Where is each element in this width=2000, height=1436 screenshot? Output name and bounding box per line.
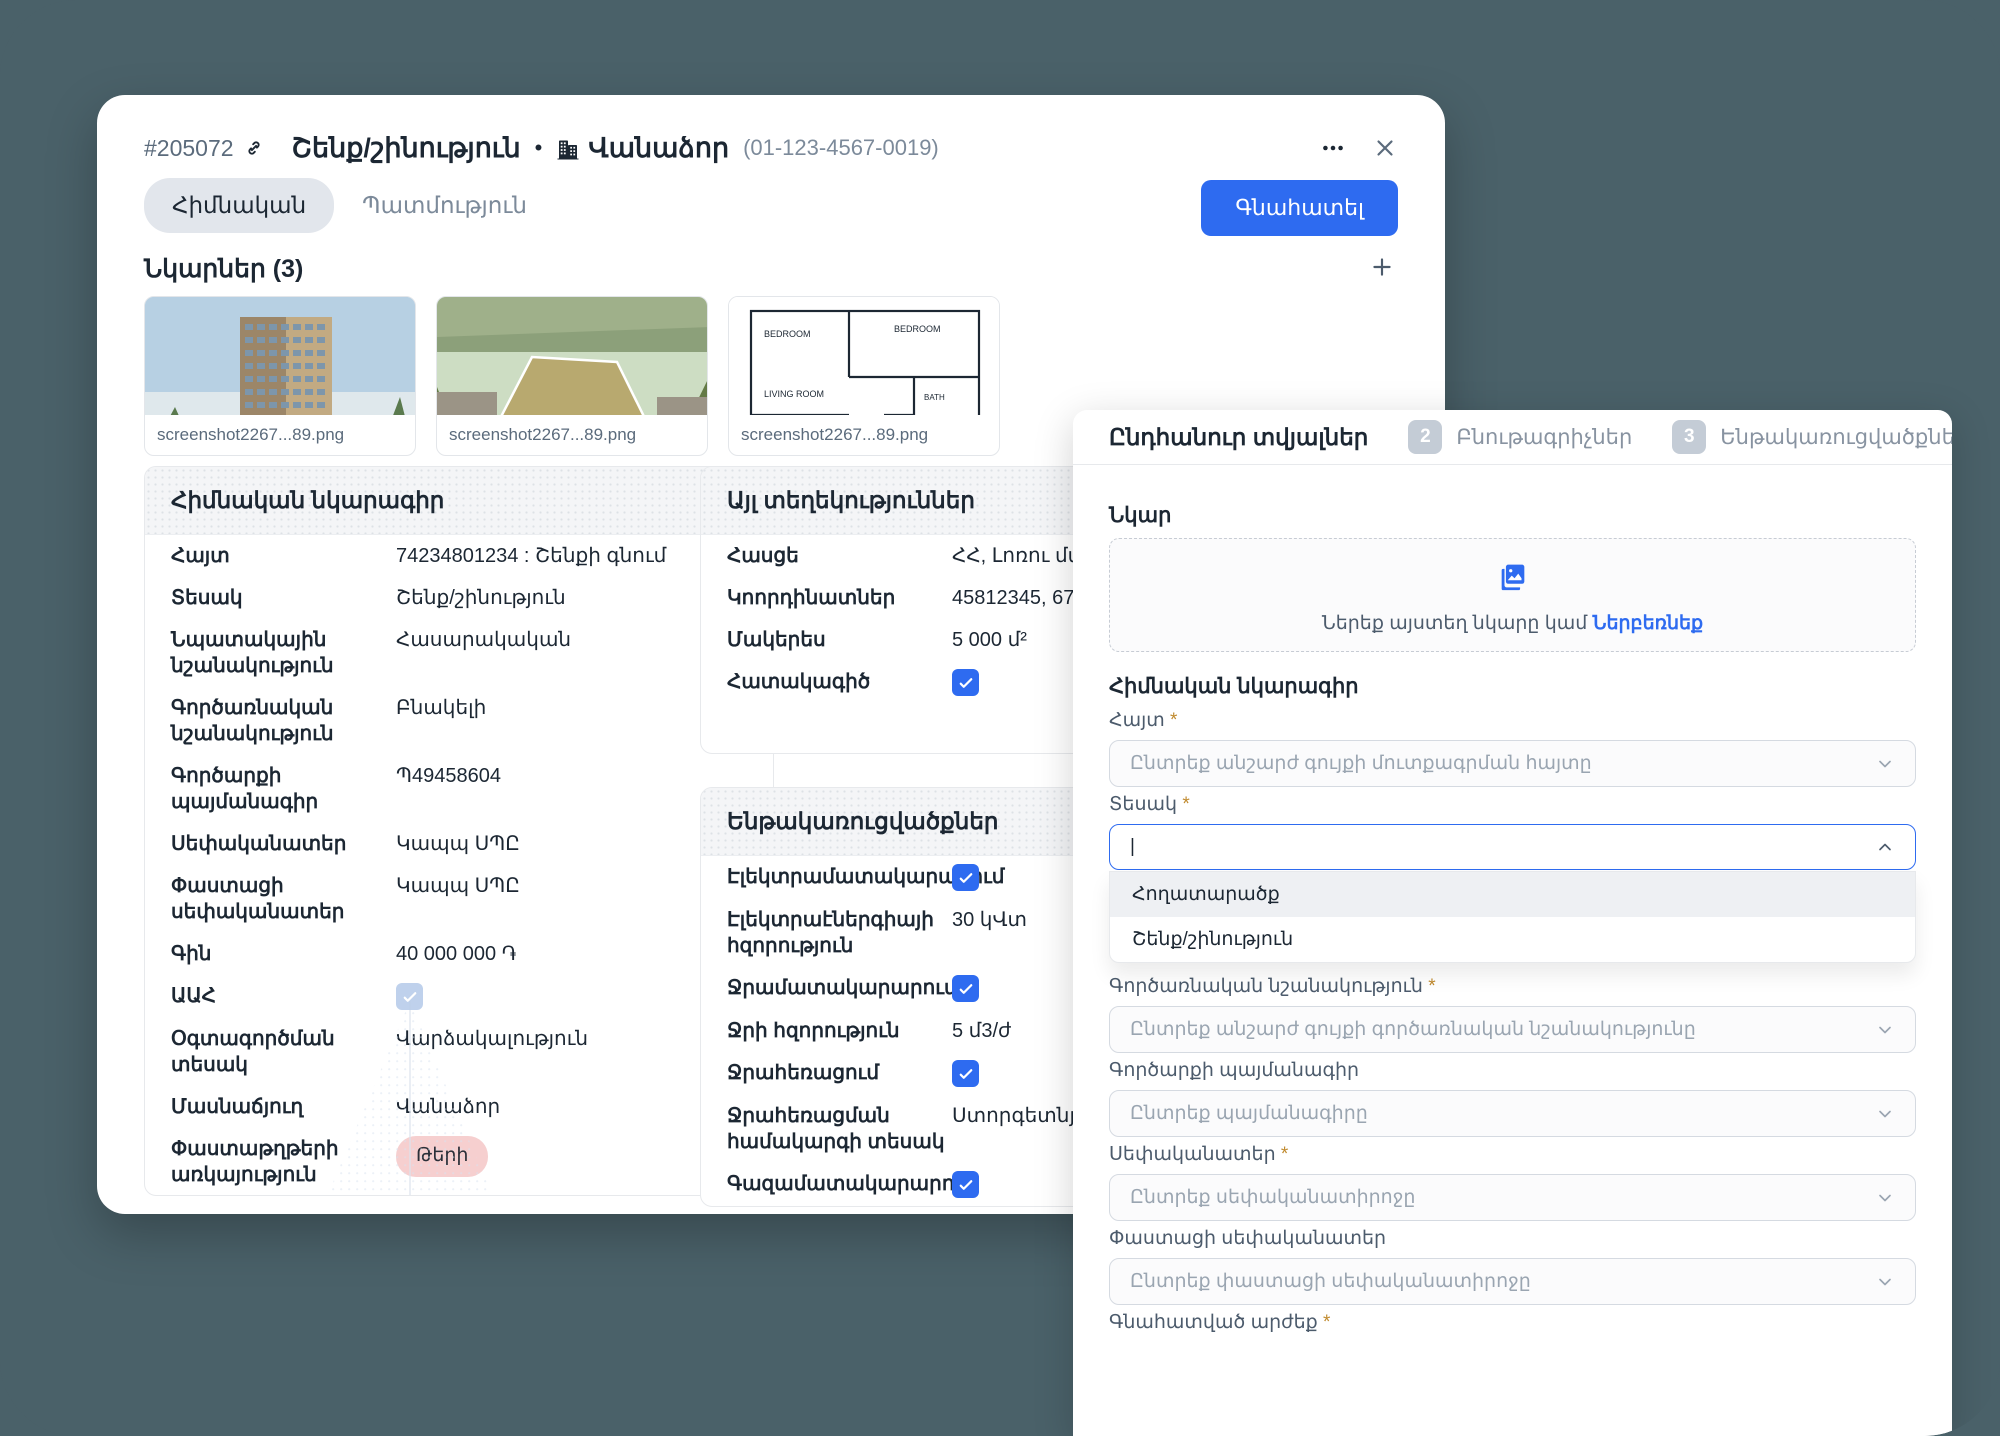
svg-text:LIVING ROOM: LIVING ROOM	[764, 389, 824, 399]
svg-text:BEDROOM: BEDROOM	[764, 329, 811, 339]
svg-text:BEDROOM: BEDROOM	[894, 324, 941, 334]
svg-text:BATH: BATH	[924, 393, 945, 402]
